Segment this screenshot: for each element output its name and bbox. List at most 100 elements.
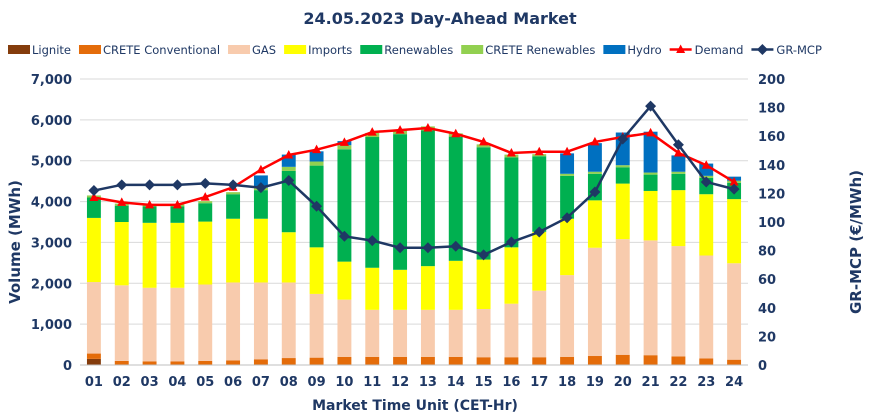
bar-crete-renewables xyxy=(560,173,575,176)
bar-gas xyxy=(309,293,324,358)
bar-crete-conventional xyxy=(142,361,157,365)
x-tick-label: 03 xyxy=(141,375,159,390)
bar-imports xyxy=(643,190,658,241)
x-tick-label: 12 xyxy=(391,375,409,390)
series-lines xyxy=(88,100,740,261)
legend-item-renewables: Renewables xyxy=(360,43,453,57)
legend-label: Lignite xyxy=(32,43,71,57)
x-tick-label: 07 xyxy=(252,375,270,390)
bar-renewables xyxy=(420,130,435,267)
y-tick-label-left: 0 xyxy=(63,359,72,374)
bar-crete-conventional xyxy=(253,359,268,365)
bar-imports xyxy=(727,199,742,264)
legend-item-demand: Demand xyxy=(669,43,744,57)
chart-title: 24.05.2023 Day-Ahead Market xyxy=(303,9,577,28)
x-tick-label: 13 xyxy=(419,375,437,390)
point-gr-mcp xyxy=(338,230,350,242)
point-gr-mcp xyxy=(199,177,211,189)
point-demand xyxy=(451,128,461,138)
legend-label: GR-MCP xyxy=(776,43,822,57)
bar-gas xyxy=(170,287,185,362)
legend-swatch xyxy=(284,45,307,54)
bar-gas xyxy=(671,246,686,357)
bar-renewables xyxy=(671,173,686,191)
point-demand xyxy=(479,136,489,146)
bar-imports xyxy=(337,261,352,300)
bar-imports xyxy=(587,200,602,248)
bar-renewables xyxy=(170,206,185,223)
bar-imports xyxy=(170,222,185,288)
bar-crete-conventional xyxy=(587,356,602,365)
bar-renewables xyxy=(198,203,213,222)
bar-hydro xyxy=(560,153,575,174)
bar-crete-conventional xyxy=(699,358,714,365)
point-gr-mcp xyxy=(422,242,434,254)
bar-hydro xyxy=(587,143,602,172)
bar-hydro xyxy=(309,151,324,162)
bar-gas xyxy=(699,255,714,359)
legend-item-hydro: Hydro xyxy=(603,43,662,57)
bar-gas xyxy=(86,282,101,354)
bar-gas xyxy=(448,309,463,357)
legend-swatch xyxy=(8,45,30,54)
point-gr-mcp xyxy=(700,176,712,188)
point-gr-mcp xyxy=(561,212,573,224)
point-demand xyxy=(256,164,266,174)
bar-gas xyxy=(643,240,658,356)
y-tick-label-left: 3,000 xyxy=(31,236,72,251)
y-axis-label-left: Volume (MWh) xyxy=(6,180,24,304)
bar-crete-conventional xyxy=(226,360,241,365)
legend-item-imports: Imports xyxy=(284,43,352,57)
legend-label: Demand xyxy=(695,43,744,57)
y-tick-label-right: 100 xyxy=(758,216,785,231)
bar-crete-conventional xyxy=(671,356,686,365)
bar-crete-conventional xyxy=(114,360,129,365)
y-axis-label-right: GR-MCP (€/MWh) xyxy=(847,170,865,314)
point-demand xyxy=(312,144,322,154)
bar-renewables xyxy=(532,156,547,232)
bar-gas xyxy=(114,285,129,361)
bar-imports xyxy=(365,267,380,310)
x-tick-label: 23 xyxy=(697,375,715,390)
bar-imports xyxy=(114,222,129,286)
bar-crete-conventional xyxy=(281,358,296,365)
point-gr-mcp xyxy=(617,133,629,145)
legend-label: Imports xyxy=(308,43,352,57)
bar-crete-conventional xyxy=(170,361,185,365)
bar-renewables xyxy=(504,157,519,248)
point-demand xyxy=(506,147,516,157)
point-demand xyxy=(117,197,127,206)
bar-imports xyxy=(393,269,408,310)
bar-renewables xyxy=(142,206,157,223)
x-tick-label: 22 xyxy=(669,375,687,390)
bar-crete-conventional xyxy=(643,355,658,365)
x-tick-label: 10 xyxy=(335,375,353,390)
y-tick-label-right: 80 xyxy=(758,245,776,260)
y-tick-label-right: 40 xyxy=(758,302,776,317)
bar-crete-conventional xyxy=(420,356,435,365)
bar-crete-conventional xyxy=(86,353,101,359)
point-gr-mcp xyxy=(283,175,295,187)
bar-crete-conventional xyxy=(393,356,408,365)
x-tick-label: 15 xyxy=(475,375,493,390)
point-gr-mcp xyxy=(672,139,684,151)
bar-crete-renewables xyxy=(309,161,324,166)
legend-marker xyxy=(756,44,768,55)
bar-gas xyxy=(476,309,491,358)
bar-gas xyxy=(253,282,268,360)
bar-crete-renewables xyxy=(226,192,241,195)
y-tick-label-right: 160 xyxy=(758,130,785,145)
bar-imports xyxy=(420,266,435,310)
line-demand xyxy=(93,126,735,207)
legend-label: CRETE Conventional xyxy=(103,43,220,57)
x-tick-label: 16 xyxy=(502,375,520,390)
bar-renewables xyxy=(226,194,241,219)
bar-renewables xyxy=(448,136,463,261)
bar-renewables xyxy=(393,134,408,270)
x-tick-label: 14 xyxy=(447,375,465,390)
y-tick-label-left: 1,000 xyxy=(31,318,72,333)
bar-crete-conventional xyxy=(309,357,324,365)
x-tick-label: 09 xyxy=(308,375,326,390)
bar-renewables xyxy=(281,170,296,233)
